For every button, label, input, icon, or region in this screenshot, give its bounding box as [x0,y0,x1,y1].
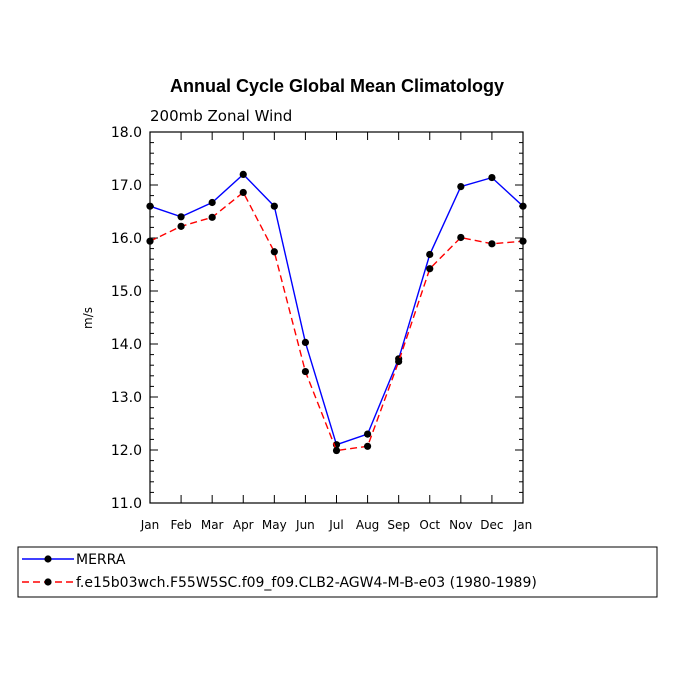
data-point [208,198,216,207]
plot-frame [149,131,524,504]
x-tick-labels: Jan Feb Mar Apr May Jun Jul Aug Sep Oct Nov Dec Jan [140,518,533,532]
y-tick-label: 18.0 [111,125,142,141]
data-point [239,188,247,197]
x-tick-label: Jun [295,518,315,532]
legend-marker [44,555,52,563]
series-2 [146,188,527,455]
y-tick-label: 13.0 [111,390,142,406]
x-tick-label: Mar [201,518,224,532]
x-tick-label: Jan [513,518,533,532]
x-tick-label: Jul [328,518,343,532]
data-point [270,248,278,256]
y-tick-label: 17.0 [111,178,142,194]
x-tick-label: Oct [419,518,440,532]
legend-item-2: f.e15b03wch.F55W5SC.f09_f09.CLB2-AGW4-M-… [22,575,537,591]
axis-ticks [149,131,524,504]
data-point [208,213,216,221]
legend-label: f.e15b03wch.F55W5SC.f09_f09.CLB2-AGW4-M-… [76,575,537,591]
x-tick-label: Feb [170,518,191,532]
data-point [301,338,310,347]
data-point [270,202,278,210]
y-axis-label: m/s [81,307,95,329]
chart-title: Annual Cycle Global Mean Climatology [170,76,504,96]
x-tick-label: May [262,518,287,532]
data-point [426,265,434,273]
series-line [149,191,524,452]
data-point [457,233,465,242]
data-point [239,170,247,178]
chart-subtitle: 200mb Zonal Wind [150,107,292,125]
data-point [177,213,185,221]
y-tick-label: 11.0 [111,496,142,512]
legend-item-1: MERRA [22,552,126,568]
data-point [488,240,496,248]
data-point [488,173,496,182]
data-point [457,182,465,191]
data-point [363,430,372,438]
series-line [149,173,524,446]
y-tick-label: 12.0 [111,443,142,459]
series-layer [146,170,527,455]
x-tick-label: Apr [233,518,254,532]
x-tick-label: Aug [356,518,379,532]
y-tick-label: 15.0 [111,284,142,300]
x-tick-label: Nov [449,518,472,532]
data-point [363,442,372,450]
legend-label: MERRA [76,552,126,568]
y-tick-labels: 11.0 12.0 13.0 14.0 15.0 16.0 17.0 18.0 [111,125,142,512]
x-tick-label: Dec [480,518,503,532]
y-tick-label: 16.0 [111,231,142,247]
legend-marker [44,578,52,586]
data-point [395,357,403,366]
legend-box [17,546,658,598]
data-point [332,446,341,455]
data-point [301,367,310,376]
series-1 [146,170,527,449]
legend: MERRA f.e15b03wch.F55W5SC.f09_f09.CLB2-AG… [17,546,658,598]
data-point [177,222,185,230]
y-tick-label: 14.0 [111,337,142,353]
x-tick-label: Sep [387,518,410,532]
x-tick-label: Jan [140,518,160,532]
data-point [426,250,434,259]
